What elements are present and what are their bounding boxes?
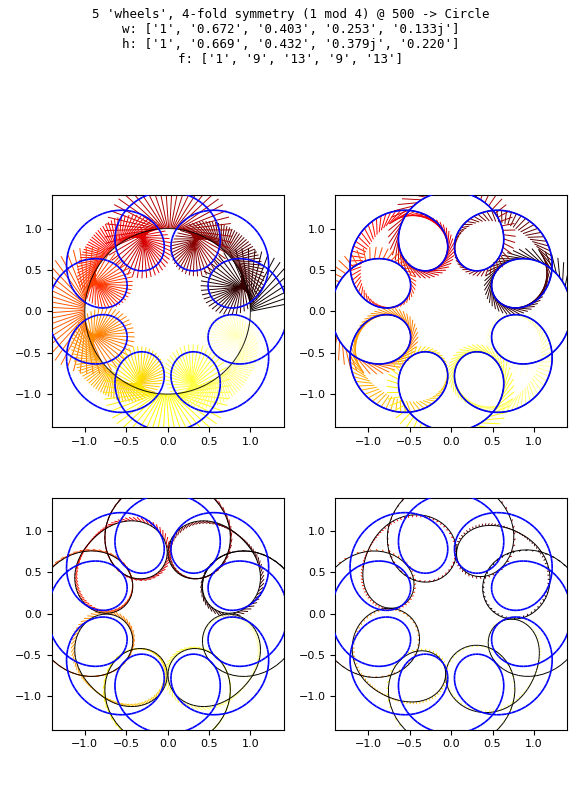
Text: 5 'wheels', 4-fold symmetry (1 mod 4) @ 500 -> Circle
w: ['1', '0.672', '0.403',: 5 'wheels', 4-fold symmetry (1 mod 4) @ … xyxy=(93,8,489,66)
